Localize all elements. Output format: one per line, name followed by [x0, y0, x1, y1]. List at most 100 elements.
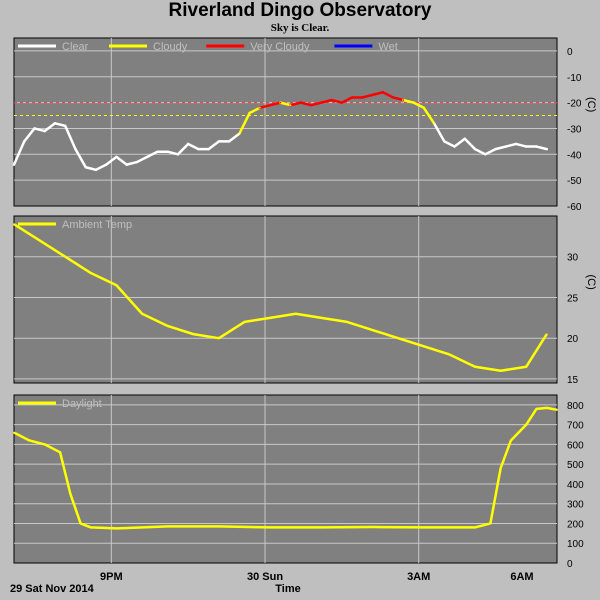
- sky-series-segment: [391, 96, 405, 102]
- sky-data-point: [289, 104, 292, 106]
- ambient-data-point: [397, 337, 399, 339]
- daylight-data-point: [525, 423, 528, 426]
- sky-data-point: [259, 106, 261, 109]
- sky-series-segment: [279, 101, 292, 107]
- sky-series-segment: [402, 98, 415, 104]
- daylight-data-point: [320, 526, 323, 529]
- sky-data-point: [228, 140, 230, 143]
- sky-data-point: [269, 104, 271, 106]
- ambient-data-point: [115, 284, 118, 287]
- sky-data-point: [248, 112, 251, 114]
- sky-data-point: [74, 148, 77, 150]
- ambient-data-point: [545, 333, 548, 335]
- daylight-series-line: [13, 406, 558, 530]
- daylight-data-point: [545, 407, 548, 409]
- daylight-plot-area: [13, 394, 558, 564]
- sky-data-point: [382, 91, 384, 94]
- sky-data-point: [279, 101, 282, 104]
- daylight-data-point: [489, 522, 492, 525]
- daylight-data-point: [115, 527, 118, 530]
- daylight-data-point: [535, 408, 538, 410]
- sky-data-point: [402, 99, 405, 101]
- sky-plot-area: [13, 37, 558, 207]
- sky-ylabel: (C): [585, 97, 597, 112]
- daylight-ytick-label: 800: [567, 401, 584, 412]
- sky-data-point: [84, 166, 87, 169]
- daylight-ytick-label: 600: [567, 440, 584, 451]
- sky-data-point: [494, 148, 497, 150]
- sky-data-point: [13, 163, 15, 166]
- daylight-data-point: [79, 522, 82, 525]
- sky-series-segment: [412, 101, 426, 110]
- daylight-ytick-label: 400: [567, 480, 584, 491]
- daylight-data-point: [218, 525, 220, 528]
- sky-data-point: [300, 101, 302, 104]
- chart-title: Riverland Dingo Observatory: [168, 0, 432, 21]
- sky-series-segment: [535, 145, 549, 151]
- sky-ytick-label: -60: [567, 202, 582, 213]
- sky-data-point: [341, 101, 343, 104]
- sky-data-point: [146, 156, 148, 158]
- sky-series-segment: [320, 98, 333, 104]
- sky-series-segment: [63, 124, 77, 151]
- sky-series-segment: [330, 98, 344, 104]
- sky-data-point: [392, 96, 394, 99]
- ambient-data-point: [38, 239, 41, 242]
- daylight-xtick-label: 6AM: [510, 571, 533, 583]
- ambient-data-point: [371, 329, 374, 331]
- daylight-data-point: [28, 439, 31, 442]
- sky-data-point: [310, 104, 312, 106]
- sky-data-point: [515, 143, 517, 145]
- ambient-data-point: [192, 333, 195, 335]
- sky-data-point: [23, 140, 26, 143]
- daylight-ytick-label: 500: [567, 460, 584, 471]
- sky-data-point: [43, 130, 46, 132]
- sky-data-point: [371, 94, 374, 96]
- daylight-data-point: [556, 409, 558, 411]
- sky-data-point: [207, 148, 210, 150]
- sky-legend-label-2: Very Cloudy: [250, 41, 310, 53]
- sky-ytick-label: -30: [567, 124, 582, 135]
- ambient-data-point: [320, 317, 323, 319]
- daylight-xtick-label: 30 Sun: [247, 571, 283, 583]
- ambient-data-point: [13, 223, 15, 225]
- sky-series-segment: [258, 103, 272, 110]
- daylight-xtick-label: 3AM: [407, 571, 430, 583]
- daylight-data-point: [13, 431, 15, 434]
- sky-data-point: [361, 96, 364, 99]
- sky-legend-label-3: Wet: [378, 41, 397, 53]
- sky-data-point: [166, 150, 169, 153]
- sky-series-segment: [484, 147, 497, 156]
- daylight-data-point: [90, 526, 92, 529]
- sky-series-segment: [176, 142, 190, 156]
- sky-data-point: [443, 140, 446, 143]
- sky-series-segment: [22, 127, 36, 143]
- sky-series-segment: [473, 147, 487, 156]
- sky-data-point: [474, 148, 476, 150]
- sky-series-segment: [422, 106, 436, 125]
- sky-series-segment: [33, 127, 46, 133]
- daylight-data-point: [474, 526, 476, 529]
- sky-data-point: [64, 125, 67, 127]
- sky-data-point: [525, 145, 528, 148]
- sky-ytick-label: 0: [567, 47, 573, 58]
- sky-series-segment: [186, 142, 200, 151]
- daylight-legend-label-0: Daylight: [62, 398, 102, 410]
- daylight-data-point: [269, 526, 271, 529]
- sky-series-segment: [207, 140, 221, 151]
- ambient-data-point: [294, 312, 297, 315]
- ambient-data-point: [90, 272, 92, 274]
- sky-data-point: [177, 153, 179, 156]
- ambient-data-point: [346, 321, 348, 323]
- daylight-data-point: [166, 525, 169, 528]
- sky-ytick-label: -10: [567, 73, 582, 84]
- sky-data-point: [412, 101, 415, 104]
- sky-series-segment: [268, 101, 282, 107]
- sky-series-segment: [340, 96, 354, 104]
- ambient-data-point: [166, 325, 169, 327]
- sky-data-point: [33, 127, 36, 130]
- date-label: 29 Sat Nov 2014: [10, 583, 94, 595]
- ambient-ytick-label: 15: [567, 375, 579, 386]
